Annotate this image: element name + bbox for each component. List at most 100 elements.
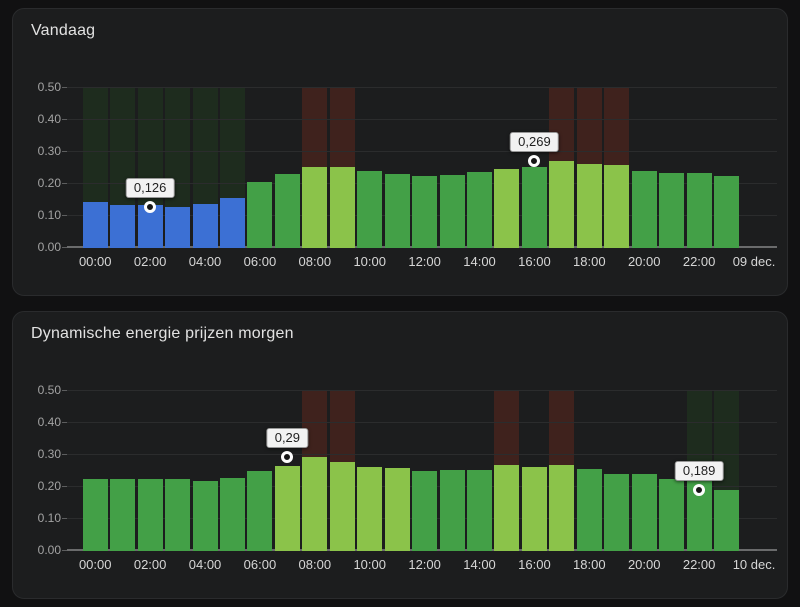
price-bar-06:00[interactable] [247, 182, 273, 248]
x-axis-label: 04:00 [188, 254, 222, 269]
annotation-marker [144, 200, 157, 213]
y-axis-tick [62, 215, 68, 216]
price-bar-18:00[interactable] [576, 164, 602, 248]
x-axis-label: 10:00 [353, 557, 386, 572]
price-bar-11:00[interactable] [384, 468, 410, 551]
x-axis-label: 20:00 [627, 557, 661, 572]
price-bar-23:00[interactable] [714, 176, 740, 248]
price-bar-01:00[interactable] [110, 205, 136, 248]
y-axis: 0.50 0.40 0.30 0.20 0.10 0.00 [13, 383, 68, 557]
annotation-marker [693, 483, 706, 496]
y-axis: 0.50 0.40 0.30 0.20 0.10 0.00 [13, 80, 68, 254]
y-axis-label: 0.00 [37, 543, 61, 557]
price-bar-00:00[interactable] [82, 201, 108, 248]
price-bar-05:00[interactable] [219, 477, 245, 551]
y-axis-label: 0.40 [37, 112, 61, 126]
plot-area[interactable]: 00:00 02:00 04:00 06:00 08:00 10:00 12:00 14:00… [67, 390, 777, 572]
price-bar-09:00[interactable] [329, 167, 355, 248]
y-axis-tick [62, 454, 68, 455]
price-bar-01:00[interactable] [110, 478, 136, 551]
annotation-tooltip: 0,126 [125, 177, 175, 198]
price-bar-07:00[interactable] [274, 465, 300, 551]
price-bar-10:00[interactable] [357, 467, 383, 551]
price-bar-20:00[interactable] [631, 474, 657, 551]
x-axis-label: 06:00 [243, 557, 277, 572]
x-axis-label: 22:00 [682, 557, 716, 572]
price-bar-12:00[interactable] [412, 470, 438, 551]
gridline [67, 422, 777, 423]
gridline [67, 87, 777, 88]
price-bar-08:00[interactable] [302, 167, 328, 248]
price-bar-08:00[interactable] [302, 457, 328, 551]
price-bar-05:00[interactable] [219, 198, 245, 248]
y-axis-tick [62, 151, 68, 152]
price-bar-03:00[interactable] [165, 206, 191, 248]
price-bar-12:00[interactable] [412, 176, 438, 248]
y-axis-tick [62, 390, 68, 391]
price-bar-20:00[interactable] [631, 170, 657, 248]
price-bar-15:00[interactable] [494, 168, 520, 248]
y-axis-tick [62, 119, 68, 120]
price-bar-06:00[interactable] [247, 470, 273, 551]
price-bar-14:00[interactable] [467, 470, 492, 551]
y-axis-label: 0.20 [37, 176, 61, 190]
price-bar-02:00[interactable] [137, 479, 163, 551]
gridline [67, 454, 777, 455]
price-bar-07:00[interactable] [274, 173, 300, 248]
x-axis-label: 00:00 [78, 557, 112, 572]
x-axis-label: 18:00 [573, 254, 606, 269]
x-axis-label: 10:00 [353, 254, 386, 269]
chart-card-today: Vandaag 0.50 0.40 0.30 0.20 0.10 0.00 00:00 02… [12, 8, 788, 296]
price-bar-16:00[interactable] [521, 167, 547, 248]
annotation-marker [528, 154, 541, 167]
price-bar-18:00[interactable] [576, 469, 602, 551]
y-axis-label: 0.50 [37, 80, 61, 94]
price-bar-11:00[interactable] [384, 174, 410, 248]
x-axis-label: 04:00 [188, 557, 222, 572]
y-axis-label: 0.10 [37, 511, 61, 525]
price-bar-16:00[interactable] [521, 467, 547, 551]
chart-title-tomorrow: Dynamische energie prijzen morgen [31, 325, 294, 342]
price-bar-04:00[interactable] [192, 480, 218, 551]
x-axis-date-label: 10 dec. [732, 557, 776, 572]
price-bar-21:00[interactable] [659, 478, 685, 551]
x-axis-date-label: 09 dec. [732, 254, 776, 269]
annotation-marker [281, 451, 294, 464]
x-axis-label: 12:00 [408, 254, 441, 269]
y-axis-label: 0.00 [37, 240, 61, 254]
price-bar-17:00[interactable] [549, 464, 575, 551]
price-bar-22:00[interactable] [686, 172, 712, 248]
x-axis-label: 12:00 [408, 557, 441, 572]
y-axis-tick [62, 486, 68, 487]
x-axis-label: 20:00 [627, 254, 661, 269]
price-bar-23:00[interactable] [714, 489, 740, 551]
plot-area[interactable]: 00:00 02:00 04:00 06:00 08:00 10:00 12:00 14:00… [67, 87, 777, 269]
price-bar-09:00[interactable] [329, 462, 355, 551]
x-axis-label: 06:00 [243, 254, 277, 269]
price-chart-tomorrow[interactable]: 0.50 0.40 0.30 0.20 0.10 0.00 00:00 02:00 04:00… [13, 312, 787, 598]
price-bar-15:00[interactable] [494, 464, 520, 551]
price-chart-today[interactable]: 0.50 0.40 0.30 0.20 0.10 0.00 00:00 02:00 04:00… [13, 9, 787, 295]
price-bar-14:00[interactable] [467, 172, 492, 248]
price-bar-10:00[interactable] [357, 170, 383, 248]
price-bar-19:00[interactable] [604, 473, 630, 551]
price-bar-00:00[interactable] [82, 478, 108, 551]
y-axis-label: 0.10 [37, 208, 61, 222]
x-axis-label: 16:00 [518, 557, 551, 572]
price-bar-19:00[interactable] [604, 164, 630, 248]
price-bar-13:00[interactable] [439, 470, 465, 551]
x-axis-label: 22:00 [682, 254, 716, 269]
x-axis-label: 16:00 [518, 254, 551, 269]
y-axis-tick [62, 247, 68, 248]
price-bar-21:00[interactable] [659, 173, 685, 248]
x-axis-label: 14:00 [463, 557, 496, 572]
y-axis-label: 0.30 [37, 447, 61, 461]
price-bar-03:00[interactable] [165, 479, 191, 551]
price-bar-13:00[interactable] [439, 174, 465, 248]
y-axis-label: 0.50 [37, 383, 61, 397]
price-bar-17:00[interactable] [549, 160, 575, 248]
y-axis-label: 0.30 [37, 144, 61, 158]
price-bar-04:00[interactable] [192, 204, 218, 248]
y-axis-tick [62, 87, 68, 88]
x-axis-label: 08:00 [298, 557, 332, 572]
